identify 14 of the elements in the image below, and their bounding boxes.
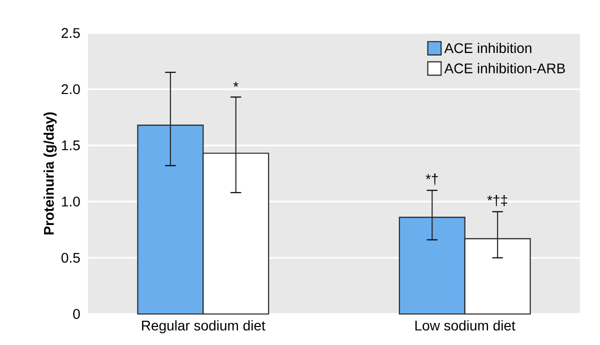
y-tick-label: 1.5 — [62, 140, 80, 150]
annotation: *†‡ — [487, 195, 508, 206]
y-tick-label: 2.5 — [62, 28, 80, 38]
y-axis-title: Proteinuria (g/day) — [44, 112, 57, 234]
y-tick-label: 2.0 — [62, 84, 80, 94]
annotation: * — [233, 82, 238, 87]
y-tick-label: 1.0 — [62, 196, 80, 207]
legend-label: ACE inhibition-ARB — [444, 63, 565, 74]
legend-label: ACE inhibition — [444, 42, 532, 54]
annotation: *† — [426, 174, 438, 185]
y-tick-label: 0 — [73, 309, 80, 319]
y-tick-label: 0.5 — [61, 252, 80, 263]
x-tick-label: Regular sodium diet — [142, 320, 266, 334]
x-tick-label: Low sodium diet — [415, 320, 516, 331]
